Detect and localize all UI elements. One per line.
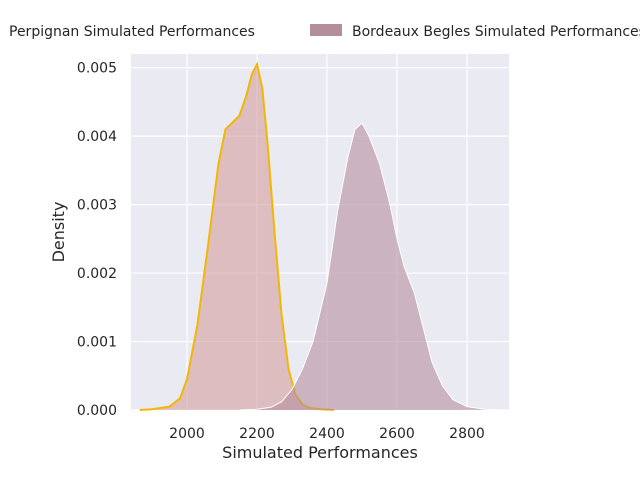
y-tick-label: 0.004	[77, 129, 117, 145]
y-tick-label: 0.003	[77, 198, 117, 214]
y-tick-label: 0.005	[77, 61, 117, 77]
y-axis-label: Density	[49, 202, 68, 263]
x-tick-label: 2000	[169, 426, 205, 442]
x-tick-label: 2600	[379, 426, 415, 442]
legend-swatch-bordeaux	[310, 24, 342, 36]
x-axis-label: Simulated Performances	[222, 443, 418, 462]
x-tick-label: 2200	[239, 426, 275, 442]
x-tick-label: 2400	[309, 426, 345, 442]
legend-label-bordeaux: Bordeaux Begles Simulated Performances	[352, 24, 640, 40]
density-line-bordeaux-begles	[239, 122, 503, 411]
y-tick-label: 0.000	[77, 403, 117, 419]
series-layer	[139, 61, 503, 411]
legend-label-perpignan: Perpignan Simulated Performances	[9, 24, 255, 40]
y-axis-ticks: 0.000 0.001 0.002 0.003 0.004 0.005	[77, 61, 117, 419]
legend: Perpignan Simulated Performances Bordeau…	[9, 24, 640, 40]
density-area-bordeaux-begles	[239, 123, 502, 410]
x-tick-label: 2800	[449, 426, 485, 442]
y-tick-label: 0.001	[77, 335, 117, 351]
y-tick-label: 0.002	[77, 266, 117, 282]
x-axis-ticks: 2000 2200 2400 2600 2800	[169, 426, 485, 442]
density-area-perpignan	[139, 64, 334, 411]
